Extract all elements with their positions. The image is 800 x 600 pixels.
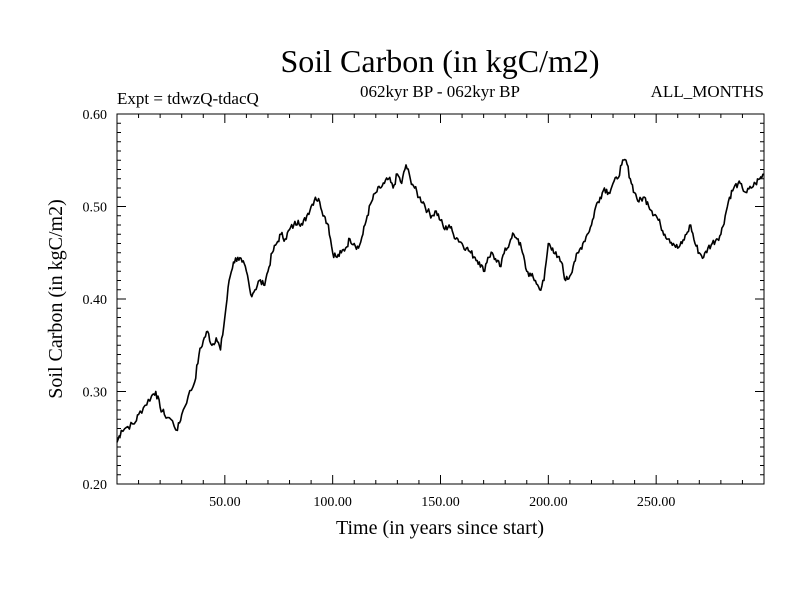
y-tick-label: 0.30 [83,386,108,401]
experiment-label: Expt = tdwzQ-tdacQ [117,89,259,108]
x-tick-label: 100.00 [313,495,352,510]
y-tick-label: 0.60 [83,108,108,123]
x-tick-label: 50.00 [209,495,241,510]
x-axis-label: Time (in years since start) [336,517,544,539]
x-tick-label: 150.00 [421,495,460,510]
x-tick-label: 200.00 [529,495,568,510]
plot-area: 50.00 100.00 150.00 200.00 250.00 0.20 0.30 0.4… [83,108,765,510]
series-line [116,158,765,443]
y-axis-label: Soil Carbon (in kgC/m2) [45,199,67,398]
x-tick-label: 250.00 [637,495,676,510]
y-tick-label: 0.40 [83,293,108,308]
period-label: 062kyr BP - 062kyr BP [360,82,520,101]
plot-frame [116,113,765,485]
chart-title: Soil Carbon (in kgC/m2) [280,43,599,79]
months-label: ALL_MONTHS [651,82,764,101]
y-tick-label: 0.50 [83,201,108,216]
y-tick-label: 0.20 [83,478,108,493]
